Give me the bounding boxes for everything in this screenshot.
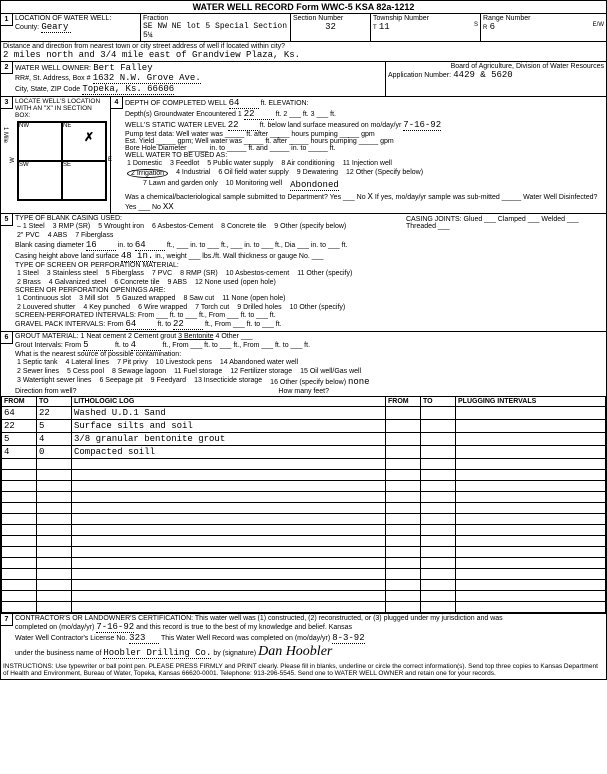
form-title: WATER WELL RECORD Form WWC-5 KSA 82a-121… (1, 1, 606, 13)
city-val: Topeka, Ks. 66606 (82, 84, 174, 95)
section-label: Section Number (293, 15, 368, 22)
table-row (2, 503, 606, 514)
section-3-4: 3 LOCATE WELL'S LOCATION WITH AN "X" IN … (1, 96, 606, 213)
section-num-1: 1 (1, 14, 13, 26)
table-row (2, 492, 606, 503)
dist-val: 2 miles north and 3/4 mile east of Grand… (3, 50, 604, 60)
section-7: 7 CONTRACTOR'S OR LANDOWNER'S CERTIFICAT… (1, 613, 606, 661)
table-row: 225Surface silts and soil (2, 420, 606, 433)
use-options: 1 Domestic3 Feedlot5 Public water supply… (125, 159, 604, 168)
table-row: 543/8 granular bentonite grout (2, 433, 606, 446)
opening-types: 1 Continuous slot3 Mill slot5 Gauzed wra… (15, 294, 604, 303)
instructions: INSTRUCTIONS: Use typewriter or ball poi… (1, 661, 606, 679)
dist-label: Distance and direction from nearest town… (3, 43, 604, 50)
section-1: 1 LOCATION OF WATER WELL: County: Geary … (1, 13, 606, 41)
table-row (2, 514, 606, 525)
section-num-4: 4 (111, 97, 123, 109)
table-row (2, 547, 606, 558)
section-num-6: 6 (1, 332, 13, 344)
section-2: 2 WATER WELL OWNER: Bert Falley RR#, St.… (1, 61, 606, 96)
locate-title: LOCATE WELL'S LOCATION WITH AN "X" IN SE… (15, 98, 108, 119)
col-from: FROM (2, 397, 37, 407)
city-label: City, State, ZIP Code (15, 86, 80, 93)
table-row (2, 459, 606, 470)
township-val: 11 (379, 22, 390, 32)
addr-label: RR#, St. Address, Box # (15, 75, 90, 82)
section-5: 5 TYPE OF BLANK CASING USED: CASING JOIN… (1, 213, 606, 331)
app-label: Application Number: (388, 72, 451, 79)
section-num-7: 7 (1, 614, 13, 626)
fraction-val: SE NW NE lot 5 Special Section 5¼ (143, 22, 288, 40)
county-label: County: (15, 24, 39, 31)
section-val: 32 (293, 22, 368, 32)
owner-val: Bert Falley (93, 63, 152, 73)
col-to2: TO (421, 397, 456, 407)
screen-types: 1 Steel3 Stainless steel5 Fiberglass7 PV… (15, 269, 604, 278)
contam-sources: 1 Septic tank4 Lateral lines7 Pit privy1… (15, 358, 604, 367)
table-row: 40Compacted soill (2, 446, 606, 459)
signature: Dan Hoobler (258, 644, 332, 659)
table-row (2, 580, 606, 591)
section-6: 6 GROUT MATERIAL: 1 Neat cement 2 Cement… (1, 331, 606, 396)
col-log: LITHOLOGIC LOG (72, 397, 386, 407)
county-val: Geary (41, 22, 71, 33)
use-irrigation-circled: 2 Irrigation (127, 169, 168, 178)
township-label: Township Number (373, 15, 478, 22)
table-row (2, 525, 606, 536)
casing-types: – 1 Steel3 RMP (SR)5 Wrought iron6 Asbes… (15, 222, 404, 231)
range-label: Range Number (483, 15, 604, 22)
table-row (2, 558, 606, 569)
section-box: NWNE SWSE ✗ W E (17, 121, 107, 201)
section-num-5: 5 (1, 214, 13, 226)
range-val: 6 (490, 22, 495, 32)
table-row (2, 470, 606, 481)
col-from2: FROM (386, 397, 421, 407)
table-row (2, 536, 606, 547)
table-row (2, 591, 606, 602)
water-well-form: WATER WELL RECORD Form WWC-5 KSA 82a-121… (0, 0, 607, 680)
table-row (2, 481, 606, 492)
col-plug: PLUGGING INTERVALS (456, 397, 606, 407)
section-num-3: 3 (1, 97, 13, 109)
owner-title: WATER WELL OWNER: (15, 65, 91, 72)
addr-val: 1632 N.W. Grove Ave. (93, 73, 201, 84)
app-val: 4429 & 5620 (453, 70, 512, 80)
table-row (2, 602, 606, 613)
col-to: TO (37, 397, 72, 407)
lithologic-table: FROM TO LITHOLOGIC LOG FROM TO PLUGGING … (1, 396, 606, 613)
table-row: 6422Washed U.D.1 Sand (2, 407, 606, 420)
x-mark: ✗ (84, 130, 94, 145)
section-num-2: 2 (1, 62, 13, 74)
board: Board of Agriculture, Division of Water … (388, 63, 604, 70)
table-row (2, 569, 606, 580)
loc-title: LOCATION OF WATER WELL: (15, 15, 138, 22)
fraction-label: Fraction (143, 15, 288, 22)
